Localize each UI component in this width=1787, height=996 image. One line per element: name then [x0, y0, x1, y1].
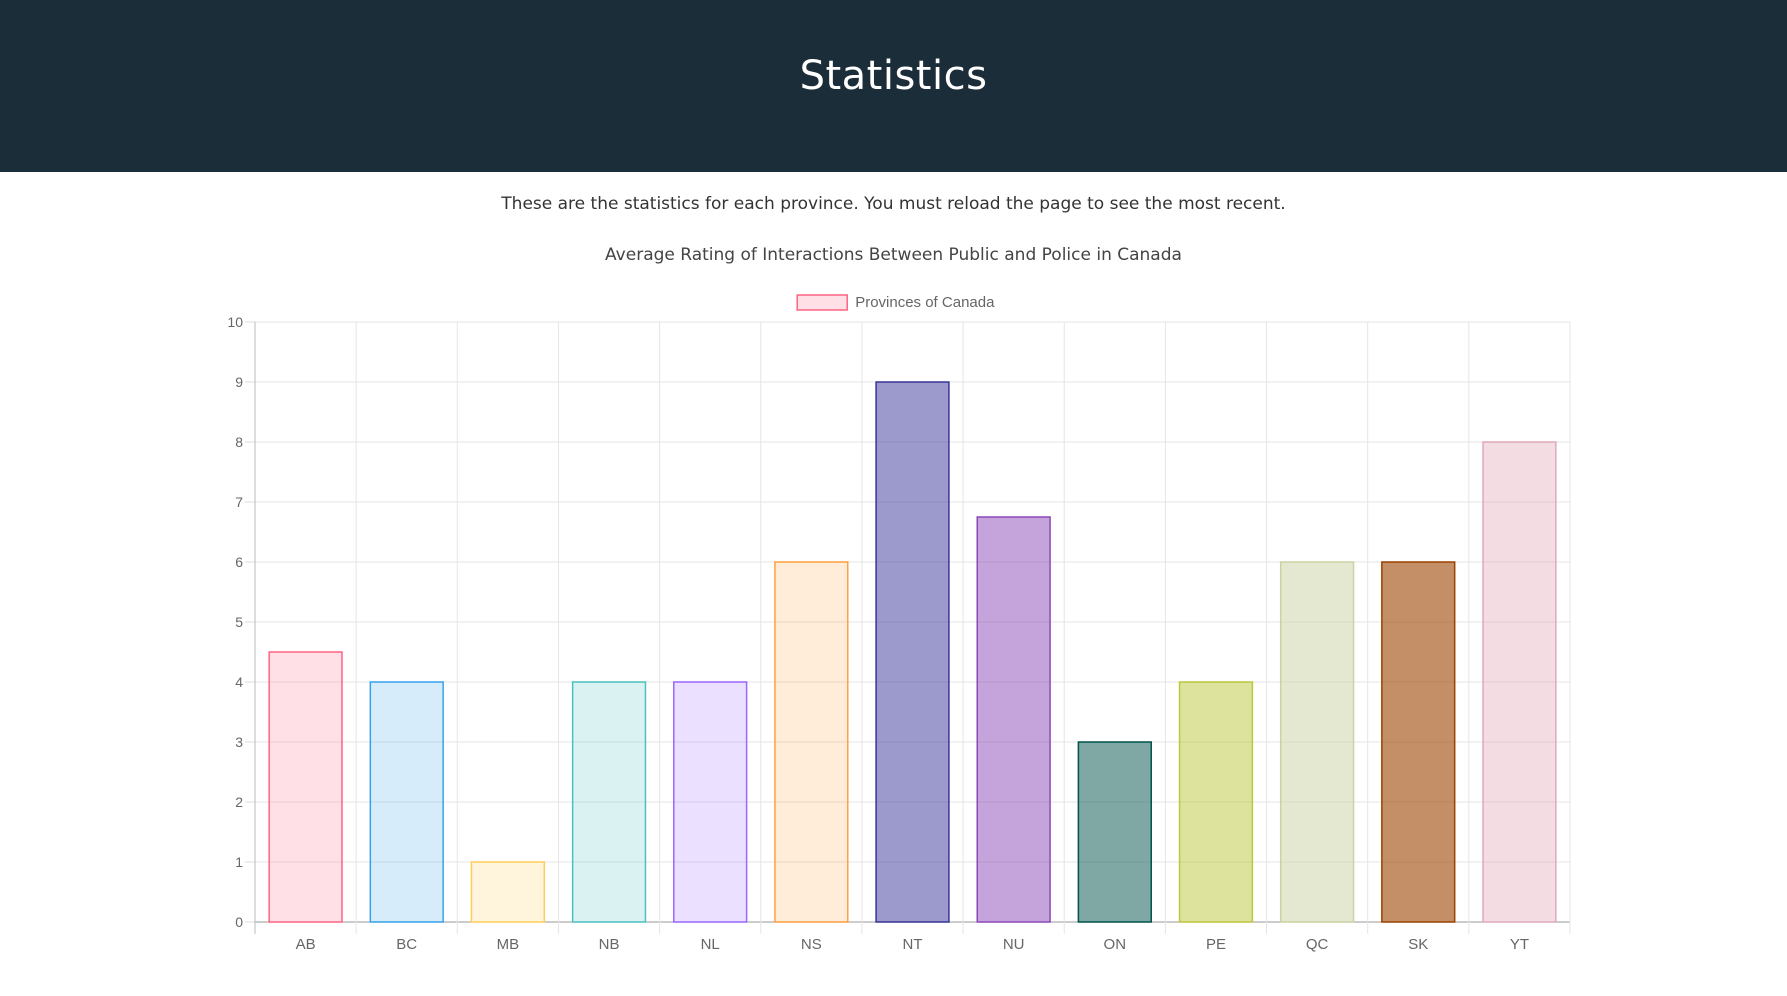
x-tick-label: NT [903, 936, 923, 953]
bar-ns [774, 561, 849, 923]
intro-text: These are the statistics for each provin… [501, 194, 1286, 214]
bar-bc [369, 681, 444, 923]
y-tick-label: 10 [227, 314, 243, 330]
y-tick-label: 3 [235, 734, 243, 750]
x-tick-label: PE [1206, 936, 1226, 953]
bar-nb [571, 681, 647, 923]
bar-mb [470, 861, 546, 923]
y-tick-label: 8 [235, 434, 243, 450]
y-tick-label: 1 [235, 854, 243, 870]
x-tick-label: AB [296, 936, 316, 953]
y-tick-label: 7 [235, 494, 243, 510]
y-tick-label: 4 [235, 674, 243, 690]
y-tick-label: 0 [235, 914, 243, 930]
x-tick-label: NL [701, 936, 720, 953]
chart-container: 0 1 2 3 4 5 6 7 8 9 10 AB BC MB NB NL NS NT NU ON PE QC SK YT Pr… [0, 280, 1787, 992]
y-tick-label: 5 [235, 614, 243, 630]
x-tick-label: ON [1104, 936, 1127, 953]
bar-qc [1279, 561, 1355, 923]
y-tick-label: 9 [235, 374, 243, 390]
bar-nt [875, 381, 950, 923]
x-tick-label: SK [1408, 936, 1428, 953]
x-tick-label: NB [599, 936, 620, 953]
y-tick-label: 2 [235, 794, 243, 810]
legend-swatch [796, 294, 848, 311]
bar-sk [1381, 561, 1456, 923]
x-tick-label: NU [1003, 936, 1025, 953]
y-tick-label: 6 [235, 554, 243, 570]
bar-ab [268, 651, 343, 923]
legend-label: Provinces of Canada [855, 294, 995, 311]
x-tick-label: BC [396, 936, 417, 953]
bar-on [1077, 741, 1152, 923]
bar-yt [1482, 441, 1557, 923]
bar-nl [673, 681, 748, 923]
bar-pe [1178, 681, 1254, 923]
x-tick-label: QC [1306, 936, 1329, 953]
page-title: Statistics [799, 53, 988, 99]
x-tick-label: NS [801, 936, 822, 953]
bar-chart: 0 1 2 3 4 5 6 7 8 9 10 AB BC MB NB NL NS NT NU ON PE QC SK YT Pr… [227, 294, 1571, 953]
page-header: Statistics [0, 0, 1787, 172]
chart-title: Average Rating of Interactions Between P… [605, 245, 1182, 265]
x-tick-label: MB [497, 936, 520, 953]
bar-nu [976, 516, 1051, 923]
x-tick-label: YT [1510, 936, 1529, 953]
